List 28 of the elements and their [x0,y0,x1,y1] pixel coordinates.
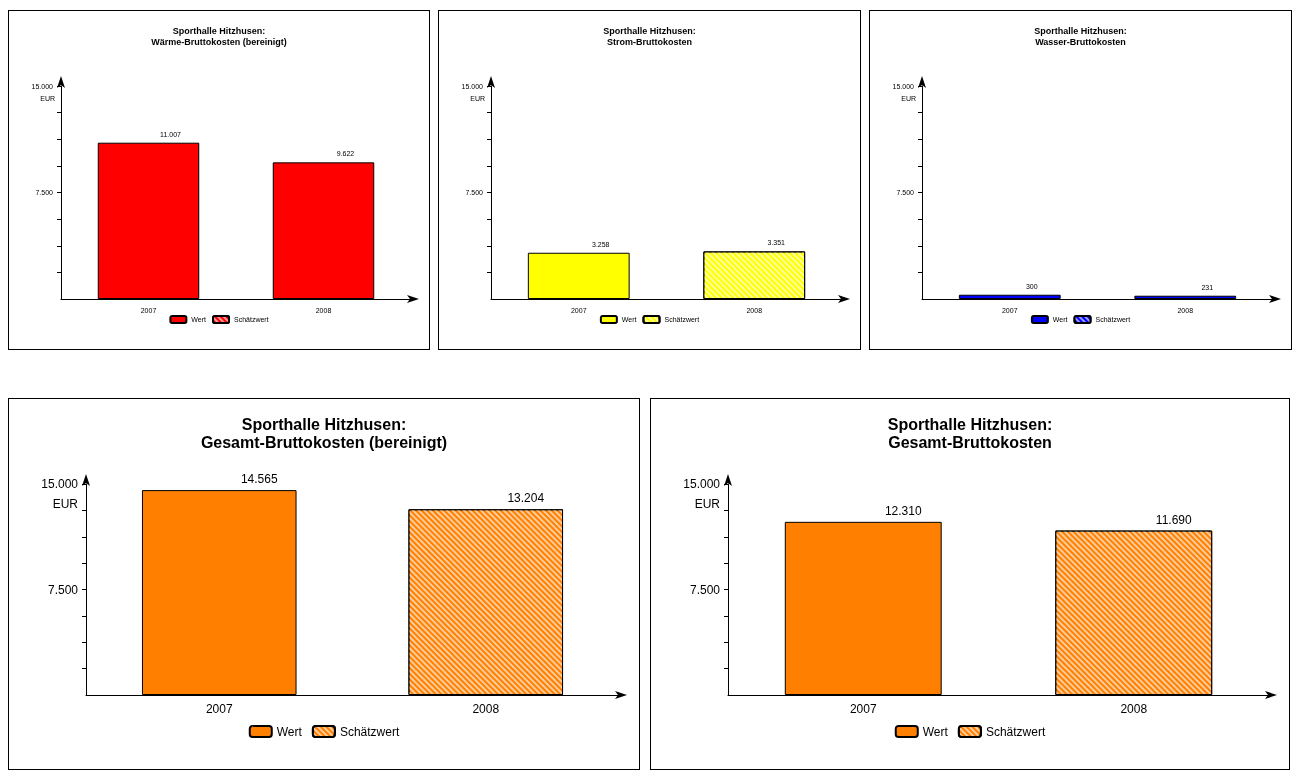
data-label: 12.310 [884,503,922,518]
y-axis-title: EUR [52,497,79,511]
legend-label: Wert [922,724,949,739]
x-tick-label: 2008 [472,702,500,716]
y-tick-label: 7.500 [689,582,721,597]
x-tick-label: 2007 [205,702,233,716]
chart-title: Sporthalle Hitzhusen: [887,415,1053,433]
chart-subtitle: Gesamt-Bruttokosten [888,433,1052,451]
data-label: 14.565 [240,472,278,487]
chart-subtitle: Gesamt-Bruttokosten (bereinigt) [200,433,448,451]
data-label: 13.204 [507,491,545,506]
legend-label: Schätzwert [339,724,400,739]
legend-label: Wert [276,724,303,739]
chart-title: Sporthalle Hitzhusen: [241,415,407,433]
y-tick-label: 15.000 [683,477,721,491]
chart-subtitle: Wasser-Bruttokosten [1035,36,1126,47]
x-tick-label: 2007 [849,702,877,716]
y-tick-label: 7.500 [47,582,79,597]
legend-label: Schätzwert [985,724,1046,739]
chart-subtitle: Wärme-Bruttokosten (bereinigt) [151,36,287,47]
chart-title: Sporthalle Hitzhusen: [172,25,266,36]
chart-subtitle: Strom-Bruttokosten [607,36,692,47]
x-tick-label: 2008 [1120,702,1148,716]
data-label: 11.690 [1155,512,1192,527]
chart-title: Sporthalle Hitzhusen: [603,25,696,36]
chart-title: Sporthalle Hitzhusen: [1034,25,1127,36]
y-tick-label: 15.000 [41,477,79,491]
y-axis-title: EUR [694,497,721,511]
